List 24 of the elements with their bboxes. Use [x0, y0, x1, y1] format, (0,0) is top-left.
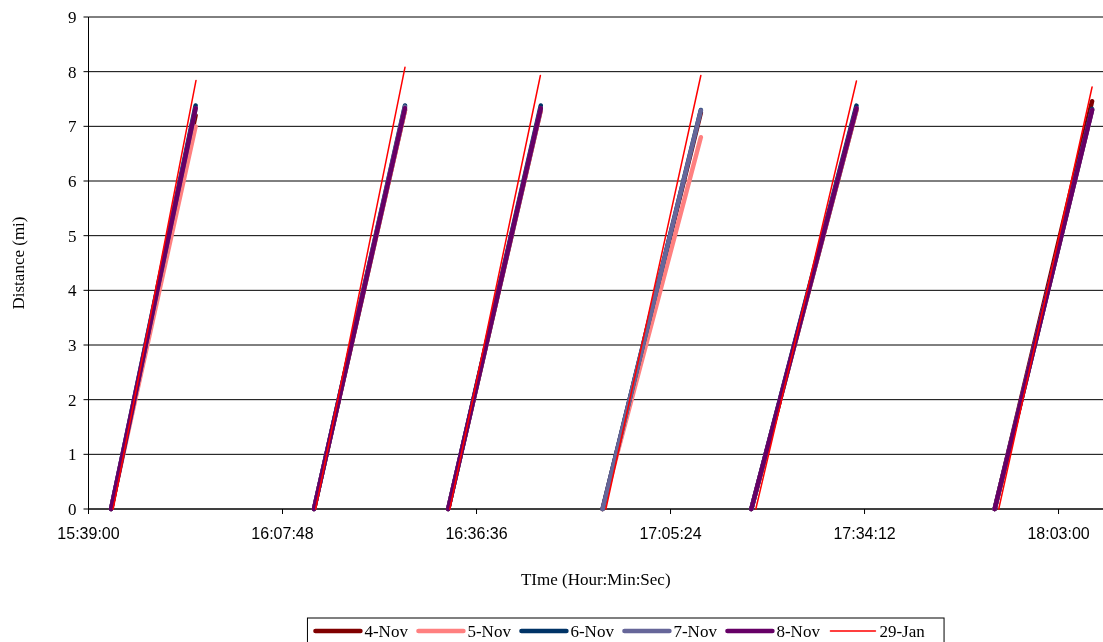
x-tick-label: 17:34:12 [833, 525, 896, 542]
x-tick-label: 18:03:00 [1027, 525, 1090, 542]
legend-label: 29-Jan [879, 621, 926, 641]
legend-label: 8-Nov [776, 621, 821, 641]
x-tick-label: 16:07:48 [251, 525, 314, 542]
legend-label: 4-Nov [364, 621, 409, 641]
y-tick-label: 2 [68, 390, 77, 410]
y-tick-label: 1 [68, 445, 77, 465]
y-tick-label: 5 [68, 226, 77, 246]
y-tick-label: 8 [68, 62, 77, 82]
x-tick-label: 17:05:24 [639, 525, 702, 542]
x-axis-title: TIme (Hour:Min:Sec) [520, 570, 671, 589]
y-axis-title: Distance (mi) [9, 216, 28, 310]
y-tick-label: 4 [68, 281, 77, 301]
y-tick-label: 7 [68, 117, 77, 137]
y-tick-label: 6 [68, 171, 77, 191]
x-tick-label: 15:39:00 [57, 525, 120, 542]
legend-label: 5-Nov [467, 621, 512, 641]
y-tick-label: 9 [68, 7, 77, 27]
legend-label: 7-Nov [673, 621, 718, 641]
x-tick-label: 16:36:36 [445, 525, 508, 542]
y-tick-label: 3 [68, 335, 77, 355]
y-tick-label: 0 [68, 499, 77, 519]
legend-label: 6-Nov [570, 621, 615, 641]
